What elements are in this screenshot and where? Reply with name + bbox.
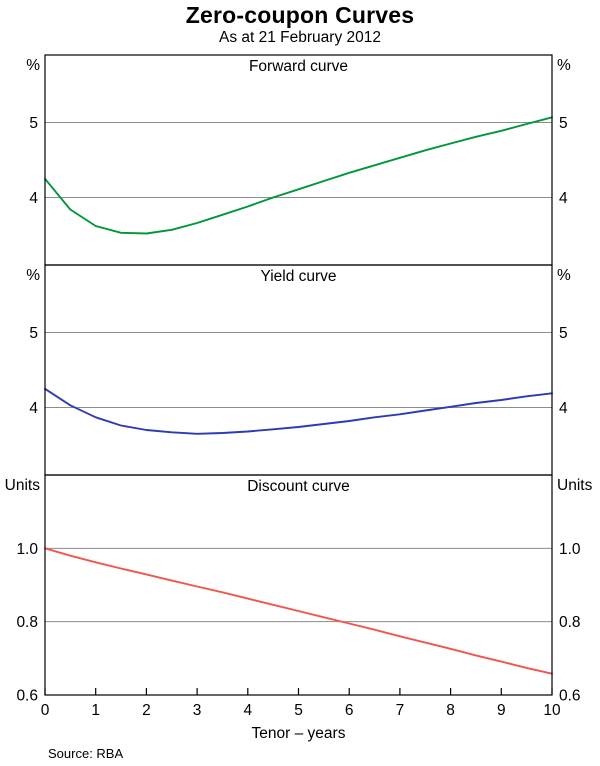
x-tick-label: 5 bbox=[294, 702, 303, 719]
discount-ytick-label-left: 0.8 bbox=[16, 614, 38, 631]
panel-title-discount: Discount curve bbox=[247, 478, 350, 495]
forward-ytick-label-left: 4 bbox=[29, 190, 38, 207]
ticks-layer bbox=[44, 688, 553, 695]
x-tick-label: 8 bbox=[446, 702, 455, 719]
x-tick-label: 6 bbox=[345, 702, 354, 719]
unit-label-forward-right: % bbox=[557, 57, 571, 74]
forward-curve bbox=[44, 116, 553, 235]
chart-subtitle: As at 21 February 2012 bbox=[219, 29, 381, 46]
x-tick-label: 7 bbox=[396, 702, 405, 719]
discount-ytick-label-left: 0.6 bbox=[16, 687, 38, 704]
frame-layer bbox=[44, 54, 553, 696]
x-axis-label: Tenor – years bbox=[251, 725, 346, 742]
unit-label-yield-left: % bbox=[26, 267, 40, 284]
yield-ytick-label-right: 5 bbox=[559, 325, 568, 342]
x-tick-label: 4 bbox=[243, 702, 252, 719]
forward-ytick-label-left: 5 bbox=[29, 115, 38, 132]
yield-ytick-label-right: 4 bbox=[559, 400, 568, 417]
x-tick-label: 9 bbox=[497, 702, 506, 719]
yield-ytick-label-left: 4 bbox=[29, 400, 38, 417]
panel-title-yield: Yield curve bbox=[260, 268, 337, 285]
unit-label-yield-right: % bbox=[557, 267, 571, 284]
x-tick-label: 3 bbox=[193, 702, 202, 719]
curves-layer bbox=[44, 116, 553, 675]
source-note: Source: RBA bbox=[48, 746, 124, 761]
forward-ytick-label-right: 4 bbox=[559, 190, 568, 207]
x-tick-label: 0 bbox=[41, 702, 50, 719]
x-tick-label: 10 bbox=[543, 702, 561, 719]
x-tick-label: 2 bbox=[142, 702, 151, 719]
panel-title-forward: Forward curve bbox=[248, 58, 349, 75]
unit-label-discount-left: Units bbox=[4, 477, 40, 494]
discount-ytick-label-right: 0.8 bbox=[559, 614, 581, 631]
unit-label-forward-left: % bbox=[26, 57, 40, 74]
discount-ytick-label-right: 0.6 bbox=[559, 687, 581, 704]
discount-ytick-label-right: 1.0 bbox=[559, 541, 581, 558]
discount-panel-frame bbox=[44, 474, 553, 696]
yield-curve bbox=[44, 387, 553, 435]
unit-label-discount-right: Units bbox=[557, 477, 593, 494]
gridlines-layer bbox=[45, 122, 552, 623]
yield-ytick-label-left: 5 bbox=[29, 325, 38, 342]
yield-panel-frame bbox=[44, 264, 553, 476]
x-tick-label: 1 bbox=[91, 702, 100, 719]
forward-ytick-label-right: 5 bbox=[559, 115, 568, 132]
chart-title: Zero-coupon Curves bbox=[185, 2, 415, 28]
tick-labels-layer: 4 4 5 5 4 4 5 5 0.6 0.6 0.8 0.8 1.0 1.0 0 1 2 3 4 5 6 7 8 9 10 bbox=[16, 115, 580, 719]
discount-curve bbox=[44, 547, 553, 675]
discount-ytick-label-left: 1.0 bbox=[16, 541, 38, 558]
